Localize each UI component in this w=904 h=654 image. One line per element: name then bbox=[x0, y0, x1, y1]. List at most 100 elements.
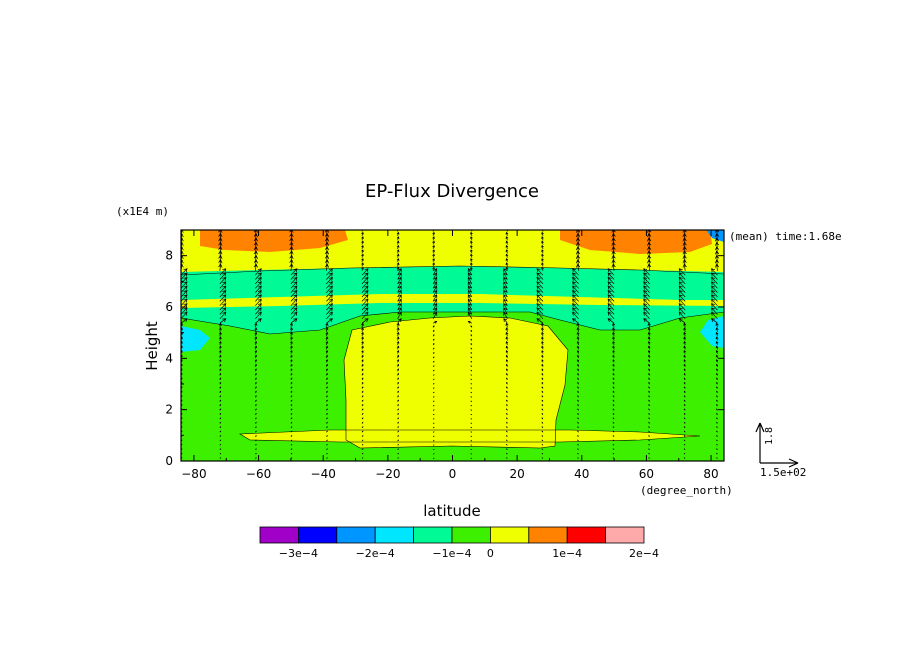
ep-flux-vector bbox=[361, 253, 364, 258]
ep-flux-vector bbox=[255, 285, 262, 293]
ep-flux-vector bbox=[683, 412, 686, 415]
ep-flux-vector bbox=[290, 421, 293, 424]
ep-flux-vector bbox=[396, 336, 400, 341]
ep-flux-vector bbox=[361, 363, 364, 367]
ep-flux-vector bbox=[505, 231, 509, 236]
ep-flux-vector bbox=[324, 246, 330, 254]
ep-flux-vector bbox=[361, 281, 369, 289]
ep-flux-vector bbox=[643, 298, 650, 306]
ep-flux-vector bbox=[643, 268, 650, 276]
ep-flux-vector bbox=[577, 412, 579, 415]
ep-flux-vector bbox=[611, 241, 616, 250]
ep-flux-vector bbox=[505, 327, 509, 332]
ep-flux-vector bbox=[505, 249, 509, 254]
ep-flux-vector bbox=[255, 443, 257, 446]
ep-flux-vector bbox=[396, 257, 400, 263]
ep-flux-vector bbox=[255, 435, 257, 437]
ep-flux-vector bbox=[577, 368, 580, 372]
ep-flux-vector bbox=[612, 399, 615, 402]
ep-flux-vector bbox=[714, 263, 720, 271]
ep-flux-vector bbox=[682, 237, 687, 245]
ep-flux-vector bbox=[505, 453, 508, 455]
ep-flux-vector bbox=[711, 268, 718, 276]
ep-flux-vector bbox=[325, 350, 329, 354]
ep-flux-vector bbox=[678, 307, 686, 315]
ep-flux-vector bbox=[326, 281, 333, 289]
ep-flux-vector bbox=[711, 289, 718, 298]
ep-flux-vector bbox=[396, 253, 400, 258]
ep-flux-vector bbox=[577, 439, 579, 442]
ep-flux-vector bbox=[506, 408, 508, 411]
ep-flux-vector bbox=[577, 386, 579, 389]
ep-flux-vector bbox=[432, 418, 435, 420]
ep-flux-vector bbox=[715, 354, 719, 359]
ep-flux-vector bbox=[607, 268, 615, 276]
ep-flux-vector bbox=[648, 457, 650, 459]
ep-flux-vector bbox=[219, 421, 222, 424]
field-region-upper-max-south bbox=[200, 230, 348, 252]
ep-flux-vector bbox=[470, 453, 473, 455]
ep-flux-vector bbox=[397, 443, 400, 446]
ep-flux-vector bbox=[361, 386, 364, 389]
ep-flux-vector bbox=[470, 262, 473, 267]
ep-flux-vector bbox=[325, 368, 328, 372]
ep-flux-vector bbox=[290, 350, 293, 354]
ep-flux-vector bbox=[219, 386, 222, 389]
ep-flux-vector bbox=[360, 322, 365, 328]
ep-flux-vector bbox=[181, 298, 188, 306]
ep-flux-vector bbox=[326, 303, 333, 311]
ep-flux-vector bbox=[219, 345, 222, 350]
ep-flux-vector bbox=[576, 336, 580, 341]
ep-flux-vector bbox=[253, 237, 258, 245]
ep-flux-vector bbox=[361, 368, 364, 372]
colorbar-swatch bbox=[297, 526, 338, 544]
ep-flux-vector bbox=[218, 246, 223, 254]
ep-flux-vector bbox=[611, 237, 616, 245]
ep-flux-vector bbox=[576, 340, 580, 346]
ep-flux-vector bbox=[255, 311, 262, 320]
ep-flux-vector bbox=[254, 368, 257, 372]
ep-flux-vector bbox=[683, 345, 686, 350]
ep-flux-vector bbox=[253, 250, 258, 258]
ep-flux-vector bbox=[361, 240, 364, 245]
ep-flux-vector bbox=[577, 453, 579, 455]
ep-flux-vector bbox=[470, 435, 473, 437]
ep-flux-vector bbox=[219, 276, 227, 285]
ep-flux-vector bbox=[536, 268, 544, 276]
ep-flux-vector bbox=[361, 430, 364, 433]
ep-flux-vector bbox=[219, 354, 222, 359]
ep-flux-vector bbox=[648, 372, 651, 376]
ep-flux-vector bbox=[612, 377, 615, 381]
ep-flux-vector bbox=[289, 331, 293, 337]
ep-flux-vector bbox=[716, 426, 718, 429]
ep-flux-vector bbox=[506, 386, 508, 389]
ep-flux-vector bbox=[433, 457, 435, 459]
ep-flux-vector bbox=[470, 387, 473, 389]
ep-flux-vector bbox=[361, 448, 364, 450]
ep-flux-vector bbox=[612, 404, 615, 407]
ep-flux-vector bbox=[467, 307, 473, 315]
ep-flux-vector bbox=[290, 336, 293, 341]
ep-flux-vector bbox=[396, 331, 400, 337]
ep-flux-vector bbox=[541, 336, 544, 341]
ep-flux-vector bbox=[432, 266, 435, 271]
ep-flux-vector bbox=[716, 386, 718, 389]
ep-flux-vector bbox=[432, 303, 438, 311]
ep-flux-vector bbox=[716, 363, 719, 367]
ep-flux-vector bbox=[643, 272, 650, 280]
ep-flux-vector bbox=[396, 244, 400, 250]
ep-flux-vector bbox=[361, 262, 364, 267]
ep-flux-vector bbox=[290, 390, 293, 394]
ep-flux-vector bbox=[326, 453, 328, 455]
ep-flux-vector bbox=[470, 374, 473, 376]
ep-flux-vector bbox=[506, 399, 508, 402]
ep-flux-vector bbox=[572, 307, 579, 315]
ep-flux-vector bbox=[219, 453, 222, 455]
ep-flux-vector bbox=[716, 457, 718, 459]
ep-flux-vector bbox=[714, 233, 720, 241]
ep-flux-vector bbox=[397, 403, 399, 407]
ep-flux-vector bbox=[716, 435, 718, 437]
ep-flux-vector bbox=[218, 331, 222, 337]
ep-flux-vector bbox=[683, 430, 686, 433]
ep-flux-vector bbox=[643, 303, 650, 311]
